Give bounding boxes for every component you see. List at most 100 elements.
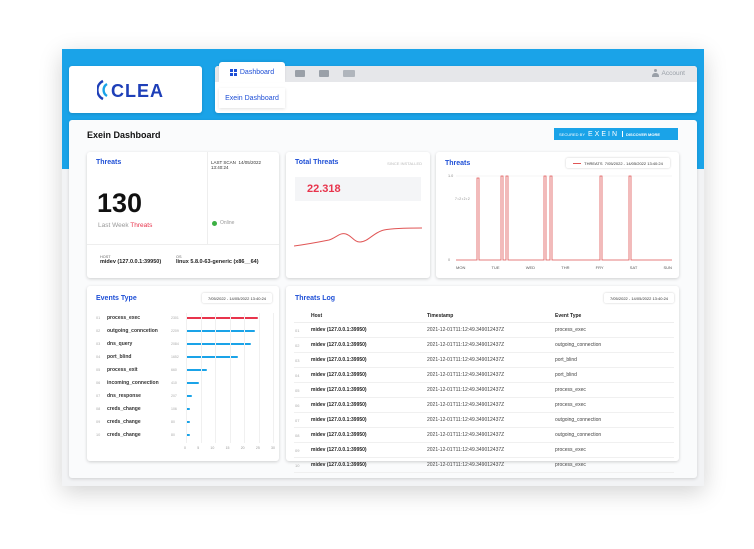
total-threats-card: Total Threats SINCE INSTALLED 22.318 xyxy=(286,152,430,278)
log-date-range[interactable]: 7/05/2022 - 14/05/2022 13:40:24 xyxy=(604,293,674,303)
subtab-label: Exein Dashboard xyxy=(225,94,279,102)
event-type-row[interactable]: 05 process_exit 660 xyxy=(87,365,279,377)
row-timestamp: 2021-12-01T11:12:49.349012437Z xyxy=(426,352,554,368)
event-bar xyxy=(186,434,190,437)
event-bar xyxy=(186,317,258,320)
event-index: 03 xyxy=(96,342,101,346)
event-type-row[interactable]: 06 incoming_connection 410 xyxy=(87,378,279,390)
row-index: 05 xyxy=(294,382,310,398)
event-type-row[interactable]: 07 dns_response 207 xyxy=(87,391,279,403)
discover-more-link[interactable]: DISCOVER MORE xyxy=(626,131,661,137)
event-count: 2209 xyxy=(171,329,179,333)
event-bar xyxy=(186,330,256,333)
event-count: 2301 xyxy=(171,316,179,320)
events-grid-line xyxy=(229,313,231,443)
subtab-exein-dashboard[interactable]: Exein Dashboard xyxy=(219,88,285,108)
table-row[interactable]: 07 midev (127.0.0.1:39950) 2021-12-01T11:1… xyxy=(294,412,674,428)
event-bar xyxy=(186,382,199,385)
table-row[interactable]: 06 midev (127.0.0.1:39950) 2021-12-01T11:1… xyxy=(294,397,674,413)
table-row[interactable]: 05 midev (127.0.0.1:39950) 2021-12-01T11:1… xyxy=(294,382,674,398)
total-threats-title: Total Threats xyxy=(295,159,339,166)
threats-card: Threats LAST SCAN 14/05/2022 13:40:24 13… xyxy=(87,152,279,278)
event-type-row[interactable]: 09 creds_change 80 xyxy=(87,417,279,429)
tab-dashboard[interactable]: Dashboard xyxy=(219,62,285,82)
axis-tick: 15 xyxy=(225,446,230,450)
event-label: port_blind xyxy=(107,354,132,360)
secured-by-banner[interactable]: SECURED BY EXEIN DISCOVER MORE xyxy=(554,128,678,140)
threat-count: 130 xyxy=(97,188,143,218)
logo-panel[interactable]: CLEA xyxy=(69,66,202,113)
tab-dashboard-label: Dashboard xyxy=(239,68,275,76)
events-type-title: Events Type xyxy=(96,295,137,302)
card-divider-h xyxy=(87,244,279,245)
account-menu[interactable]: Account xyxy=(651,69,685,77)
row-event-type: process_exec xyxy=(554,322,674,338)
event-bar xyxy=(186,369,207,372)
table-row[interactable]: 02 midev (127.0.0.1:39950) 2021-12-01T11:1… xyxy=(294,337,674,353)
secured-label: SECURED BY xyxy=(559,131,586,137)
event-count: 80 xyxy=(171,420,175,424)
devices-icon[interactable] xyxy=(343,70,355,77)
status-indicator: Online xyxy=(212,220,234,226)
row-timestamp: 2021-12-01T11:12:49.349012437Z xyxy=(426,322,554,338)
threats-chart-legend[interactable]: THREATS 7/05/2022 - 14/05/2022 13:40:24 xyxy=(566,158,670,168)
top-nav: Dashboard Account Exein Dashboard xyxy=(215,62,697,113)
threats-chart-title: Threats xyxy=(445,160,471,167)
day-label: FRY xyxy=(595,265,604,270)
row-event-type: process_exec xyxy=(554,382,674,398)
event-type-row[interactable]: 08 creds_change 106 xyxy=(87,404,279,416)
server-icon[interactable] xyxy=(319,70,329,77)
total-value-box: 22.318 xyxy=(295,177,421,201)
day-label: SUN xyxy=(663,265,672,270)
monitor-icon[interactable] xyxy=(295,70,305,77)
threats-log-title: Threats Log xyxy=(295,295,336,302)
online-dot-icon xyxy=(212,220,217,226)
nav-tab-strip xyxy=(215,66,697,82)
event-type-row[interactable]: 01 process_exec 2301 xyxy=(87,313,279,325)
table-row[interactable]: 03 midev (127.0.0.1:39950) 2021-12-01T11:1… xyxy=(294,352,674,368)
row-timestamp: 2021-12-01T11:12:49.349012437Z xyxy=(426,442,554,458)
event-count: 410 xyxy=(171,381,177,385)
table-header-row: Host Timestamp Event Type xyxy=(294,309,674,323)
axis-tick: 5 xyxy=(197,446,200,450)
table-row[interactable]: 04 midev (127.0.0.1:39950) 2021-12-01T11:1… xyxy=(294,367,674,383)
event-type-row[interactable]: 04 port_blind 1652 xyxy=(87,352,279,364)
event-type-row[interactable]: 03 dns_query 2084 xyxy=(87,339,279,351)
day-label: THR xyxy=(561,265,570,270)
exein-brand: EXEIN xyxy=(588,130,620,138)
last-scan-value: 14/05/2022 13:40:24 xyxy=(211,160,261,170)
event-type-row[interactable]: 10 creds_change 80 xyxy=(87,430,279,442)
threats-chart-date: 7/05/2022 - 14/05/2022 13:40:24 xyxy=(604,160,663,166)
table-row[interactable]: 08 midev (127.0.0.1:39950) 2021-12-01T11:1… xyxy=(294,427,674,443)
host-label: HOST xyxy=(100,255,111,259)
row-host: midev (127.0.0.1:39950) xyxy=(310,367,426,383)
events-grid-line xyxy=(258,313,260,443)
app-window: CLEA Dashboard Account Exein Dashboard E… xyxy=(62,49,704,486)
events-date-range[interactable]: 7/05/2022 - 14/05/2022 13:40:24 xyxy=(202,293,272,303)
event-label: incoming_connection xyxy=(107,380,159,386)
axis-tick: 20 xyxy=(240,446,245,450)
table-row[interactable]: 09 midev (127.0.0.1:39950) 2021-12-01T11:1… xyxy=(294,442,674,458)
event-index: 04 xyxy=(96,355,101,359)
event-bar xyxy=(186,395,193,398)
host-value: midev (127.0.0.1:39950) xyxy=(100,259,162,265)
day-axis: MON TUE WED THR FRY SAT SUN xyxy=(456,265,672,270)
event-type-row[interactable]: 02 outgoing_conncetion 2209 xyxy=(87,326,279,338)
row-timestamp: 2021-12-01T11:12:49.349012437Z xyxy=(426,427,554,443)
event-bar xyxy=(186,343,252,346)
event-label: creds_change xyxy=(107,432,141,438)
table-row[interactable]: 10 midev (127.0.0.1:39950) 2021-12-01T11:1… xyxy=(294,457,674,473)
row-host: midev (127.0.0.1:39950) xyxy=(310,412,426,428)
row-host: midev (127.0.0.1:39950) xyxy=(310,322,426,338)
col-timestamp: Timestamp xyxy=(426,309,554,323)
table-row[interactable]: 01 midev (127.0.0.1:39950) 2021-12-01T11:1… xyxy=(294,322,674,338)
row-host: midev (127.0.0.1:39950) xyxy=(310,397,426,413)
page-title: Exein Dashboard xyxy=(87,130,161,140)
event-index: 09 xyxy=(96,420,101,424)
row-index: 06 xyxy=(294,397,310,413)
legend-label: THREATS xyxy=(584,160,603,166)
events-axis: 0 5 10 15 20 25 30 xyxy=(184,446,275,450)
axis-tick: 0 xyxy=(184,446,186,450)
total-threats-sparkline xyxy=(294,227,422,247)
event-index: 10 xyxy=(96,433,101,437)
